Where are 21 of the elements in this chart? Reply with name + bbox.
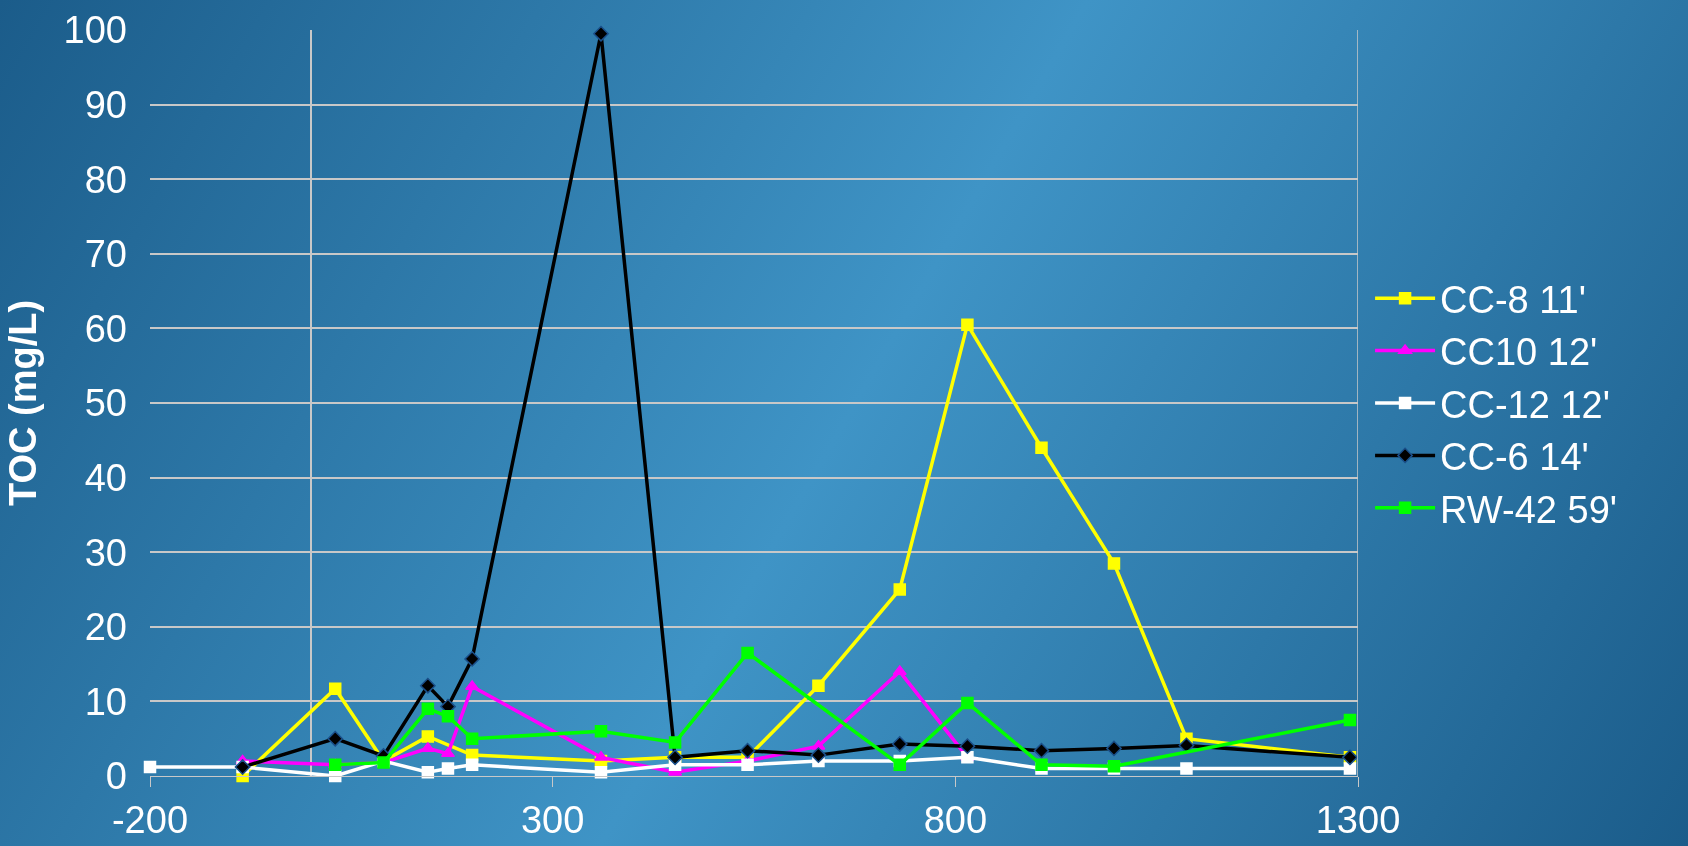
x-tick-label: 800 — [923, 798, 988, 841]
legend-label: RW-42 59' — [1440, 488, 1618, 531]
y-tick-label: 20 — [84, 606, 127, 649]
y-tick-label: 70 — [84, 233, 127, 276]
y-tick-label: 90 — [84, 83, 127, 126]
x-tick-label: 1300 — [1315, 798, 1401, 841]
x-tick-label: -200 — [111, 798, 189, 841]
x-tick-label: 300 — [520, 798, 585, 841]
y-tick-label: 80 — [84, 158, 127, 201]
y-tick-label: 100 — [63, 9, 127, 52]
y-tick-label: 10 — [84, 680, 127, 723]
legend-label: CC-6 14' — [1440, 436, 1589, 479]
y-tick-label: 0 — [105, 755, 127, 798]
y-axis-title: TOC (mg/L) — [1, 299, 44, 507]
y-tick-label: 60 — [84, 307, 127, 350]
y-tick-label: 40 — [84, 456, 127, 499]
y-tick-label: 30 — [84, 531, 127, 574]
y-tick-label: 50 — [84, 382, 127, 425]
legend-label: CC-8 11' — [1440, 279, 1587, 322]
legend-label: CC10 12' — [1440, 331, 1598, 374]
legend-label: CC-12 12' — [1440, 383, 1610, 426]
